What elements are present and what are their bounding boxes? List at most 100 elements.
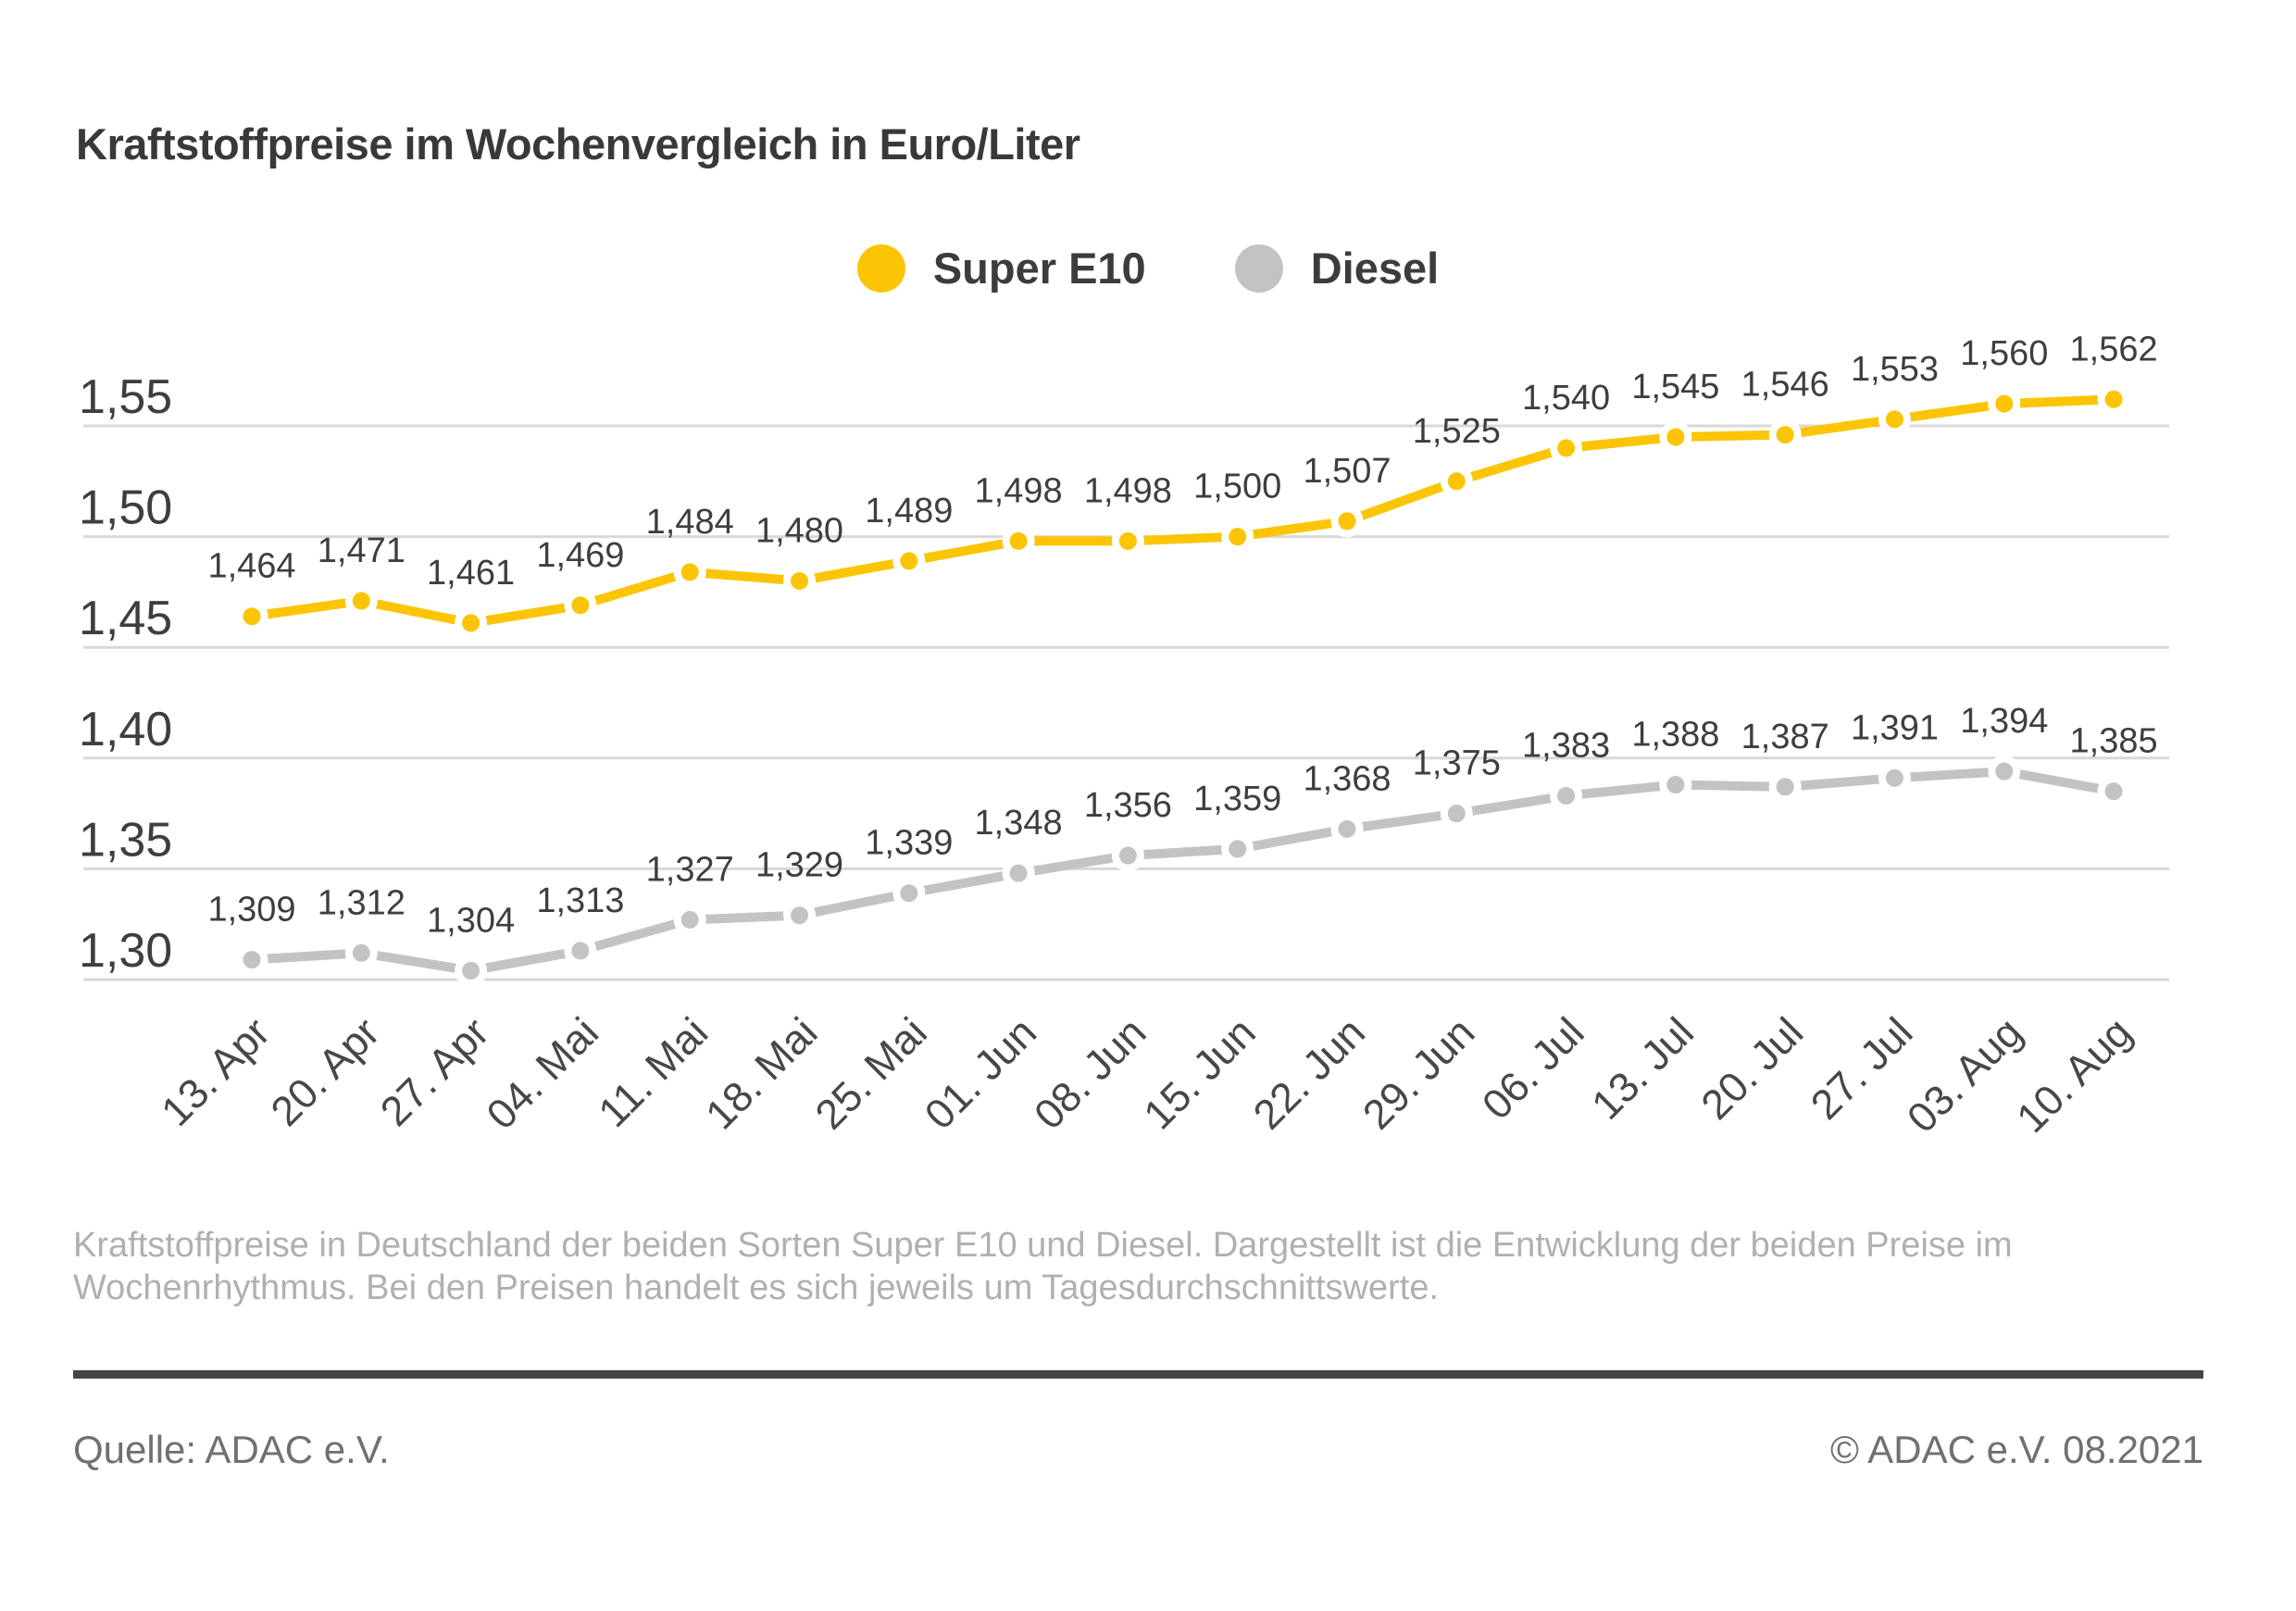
data-point-marker-super-e10: [1221, 520, 1254, 554]
y-tick-label: 1,55: [79, 370, 172, 424]
data-point-marker-super-e10: [1659, 420, 1692, 454]
x-tick-label: 29. Jun: [1354, 1008, 1483, 1138]
y-tick-label: 1,50: [79, 481, 172, 535]
data-point-marker-diesel: [564, 934, 597, 968]
legend-label-diesel: Diesel: [1310, 244, 1440, 293]
data-point-label-diesel: 1,348: [975, 804, 1063, 843]
data-point-marker-diesel: [1768, 770, 1802, 804]
data-point-marker-diesel: [1002, 856, 1035, 890]
data-point-label-super-e10: 1,489: [865, 492, 953, 531]
data-point-marker-super-e10: [455, 606, 488, 640]
data-point-marker-super-e10: [1440, 465, 1473, 498]
data-point-label-diesel: 1,394: [1960, 702, 2048, 741]
data-point-marker-super-e10: [783, 564, 816, 597]
data-point-marker-super-e10: [2097, 382, 2130, 416]
chart-title: Kraftstoffpreise im Wochenvergleich in E…: [76, 119, 1080, 169]
data-point-marker-super-e10: [564, 589, 597, 622]
data-point-label-diesel: 1,356: [1084, 786, 1172, 825]
y-tick-label: 1,40: [79, 703, 172, 756]
data-point-marker-diesel: [1878, 761, 1911, 794]
data-point-label-super-e10: 1,525: [1413, 412, 1501, 451]
x-tick-label: 11. Mai: [589, 1008, 717, 1136]
data-point-label-super-e10: 1,507: [1303, 452, 1391, 491]
data-point-marker-diesel: [1221, 832, 1254, 866]
data-point-marker-diesel: [344, 936, 378, 969]
footer: Quelle: ADAC e.V. © ADAC e.V. 08.2021: [73, 1428, 2203, 1472]
data-point-marker-super-e10: [1111, 524, 1144, 557]
data-point-label-diesel: 1,385: [2070, 722, 2158, 761]
data-point-marker-super-e10: [1002, 524, 1035, 557]
data-point-marker-diesel: [673, 903, 706, 936]
data-point-marker-super-e10: [1988, 387, 2021, 420]
legend-item-diesel: Diesel: [1234, 243, 1440, 293]
x-tick-label: 13. Jul: [1582, 1008, 1703, 1129]
data-point-marker-super-e10: [1878, 403, 1911, 436]
data-point-label-super-e10: 1,545: [1631, 368, 1719, 406]
y-tick-label: 1,30: [79, 924, 172, 978]
data-point-label-diesel: 1,339: [865, 824, 953, 863]
x-tick-label: 03. Aug: [1898, 1008, 2031, 1142]
data-point-label-diesel: 1,391: [1851, 708, 1939, 747]
data-point-label-diesel: 1,329: [755, 846, 843, 885]
data-point-marker-diesel: [1440, 797, 1473, 830]
data-point-marker-super-e10: [1550, 431, 1583, 465]
divider-rule: [73, 1370, 2203, 1379]
x-tick-label: 20. Apr: [261, 1008, 388, 1135]
x-tick-label: 25. Mai: [805, 1008, 935, 1138]
x-tick-label: 20. Jul: [1691, 1008, 1812, 1129]
data-point-label-super-e10: 1,560: [1960, 334, 2048, 373]
data-point-marker-diesel: [1988, 755, 2021, 788]
legend-item-super-e10: Super E10: [856, 243, 1146, 293]
data-point-label-diesel: 1,387: [1741, 718, 1829, 756]
data-point-label-super-e10: 1,553: [1851, 350, 1939, 389]
x-tick-label: 06. Jul: [1473, 1008, 1593, 1129]
data-point-label-super-e10: 1,500: [1193, 468, 1281, 506]
data-point-marker-diesel: [892, 877, 926, 910]
chart-description-line-2: Wochenrhythmus. Bei den Preisen handelt …: [73, 1268, 1440, 1307]
data-point-label-super-e10: 1,471: [318, 531, 406, 570]
data-point-label-super-e10: 1,562: [2070, 330, 2158, 368]
data-point-label-super-e10: 1,469: [536, 536, 624, 575]
y-tick-label: 1,35: [79, 813, 172, 867]
data-point-label-diesel: 1,327: [646, 850, 734, 889]
data-point-label-diesel: 1,368: [1303, 759, 1391, 798]
data-point-label-diesel: 1,309: [207, 890, 295, 929]
data-point-marker-super-e10: [1768, 418, 1802, 452]
super-e10-marker-icon: [856, 244, 905, 293]
chart-description: Kraftstoffpreise in Deutschland der beid…: [73, 1224, 2013, 1309]
data-point-label-super-e10: 1,464: [207, 547, 295, 586]
data-point-label-super-e10: 1,546: [1741, 366, 1829, 405]
data-point-label-diesel: 1,388: [1631, 716, 1719, 755]
data-point-label-diesel: 1,304: [427, 901, 515, 940]
legend: Super E10 Diesel: [0, 243, 2296, 293]
source-label: Quelle: ADAC e.V.: [73, 1428, 390, 1471]
data-point-label-super-e10: 1,498: [1084, 471, 1172, 510]
data-point-label-super-e10: 1,540: [1522, 379, 1610, 418]
x-tick-label: 15. Jun: [1134, 1008, 1264, 1138]
x-tick-label: 18. Mai: [696, 1008, 826, 1138]
copyright-label: © ADAC e.V. 08.2021: [1830, 1428, 2203, 1471]
x-tick-label: 08. Jun: [1025, 1008, 1154, 1138]
x-tick-label: 01. Jun: [916, 1008, 1045, 1138]
data-point-marker-diesel: [783, 899, 816, 932]
data-point-label-diesel: 1,359: [1193, 780, 1281, 818]
data-point-label-super-e10: 1,484: [646, 503, 734, 542]
series-line-diesel: [251, 767, 2115, 976]
x-tick-label: 22. Jun: [1244, 1008, 1374, 1138]
x-tick-label: 13. Apr: [152, 1008, 279, 1135]
data-point-marker-diesel: [1111, 839, 1144, 872]
diesel-marker-icon: [1234, 244, 1283, 293]
series-line-super-e10: [251, 394, 2115, 628]
legend-label-super-e10: Super E10: [932, 244, 1146, 293]
data-point-label-diesel: 1,312: [318, 883, 406, 922]
data-point-marker-super-e10: [892, 544, 926, 578]
data-point-label-super-e10: 1,461: [427, 554, 515, 593]
x-tick-label: 27. Apr: [371, 1008, 498, 1135]
data-point-label-super-e10: 1,498: [975, 471, 1063, 510]
data-point-label-diesel: 1,313: [536, 881, 624, 920]
data-point-marker-super-e10: [1330, 505, 1364, 538]
data-point-marker-diesel: [1659, 768, 1692, 802]
data-point-label-super-e10: 1,480: [755, 511, 843, 550]
